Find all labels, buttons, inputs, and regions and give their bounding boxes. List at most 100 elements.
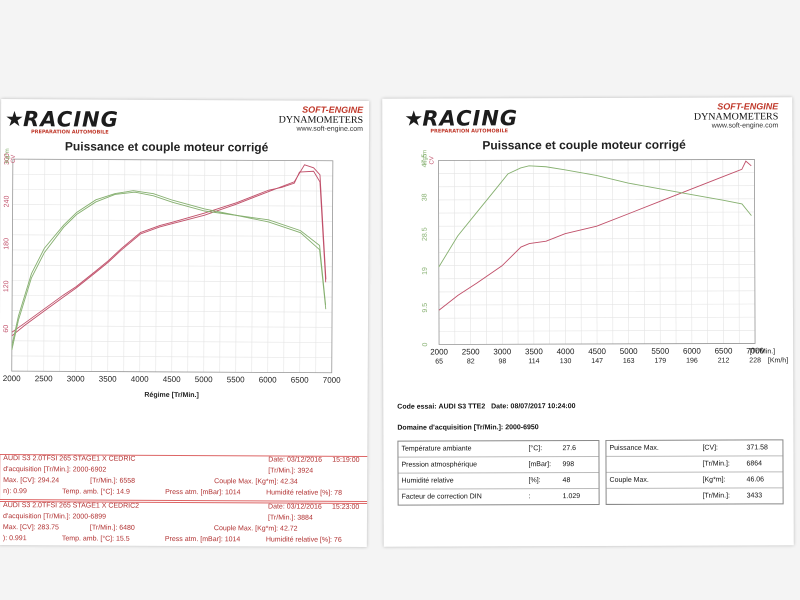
x-tick-label: 3000 — [493, 347, 511, 356]
humidity: Humidité relative [%]: 76 — [265, 536, 342, 544]
x-tick-label: 4500 — [163, 375, 181, 384]
grid-line-h — [12, 279, 333, 283]
press-atm: Press atm. [mBar]: 1014 — [164, 535, 241, 544]
y-unit-top: Kg*m — [422, 150, 428, 165]
max-power: Max. [CV]: 294.24 — [3, 477, 60, 485]
power-curve — [438, 160, 752, 311]
run-time: 15:23:00 — [332, 503, 360, 511]
y-unit-bottom: CV — [11, 155, 17, 163]
max-row: [Tr/Min.]: 6864 — [606, 456, 783, 473]
x-tick-label: 6500 — [715, 346, 733, 355]
cond-row: Facteur de correction DIN:1.029 — [401, 493, 581, 501]
left-dyno-chart: 2000 2500 3000 3500 4000 4500 5000 5500 6000 6500… — [3, 148, 341, 399]
y-tick-label: 240 — [4, 196, 11, 208]
x-tick-label: 5000 — [620, 347, 638, 356]
max-row: Couple Max. [Kg*m]: 46.06 — [606, 472, 783, 489]
grid-line-h — [12, 310, 333, 313]
plot-frame — [438, 159, 756, 345]
max-row: Puissance Max. [CV]: 371.58 — [606, 440, 783, 457]
grid-line-h — [439, 329, 756, 332]
x2-tick-label: 98 — [498, 358, 506, 365]
grid-line-h — [438, 316, 755, 319]
x-tick-label: 7000 — [746, 346, 764, 355]
x-tick-label: 6500 — [291, 376, 309, 385]
x2-unit: [Km/h] — [768, 357, 788, 364]
y-tick-label: 0 — [422, 343, 429, 347]
power-rpm: [Tr/Min.]: 6480 — [89, 524, 135, 532]
x2-tick-label: 212 — [718, 358, 730, 365]
test-code-line: Code essai: AUDI S3 TTE2 Date: 08/07/201… — [397, 403, 576, 411]
torque-curve — [11, 190, 327, 346]
x-unit: [Tr/Min.] — [750, 348, 775, 355]
grid-line-h — [438, 303, 755, 306]
y-tick-label: 38 — [422, 193, 429, 201]
y-tick-label: 60 — [3, 325, 10, 333]
x-tick-label: 5000 — [195, 375, 213, 384]
grid-line-h — [12, 173, 333, 177]
run-name: AUDI S3 2.0TFSI 265 STAGE1 X CEDRIC — [3, 455, 136, 463]
grid-line-h — [438, 251, 755, 253]
grid-line-h — [438, 264, 755, 266]
cond-row: Humidité relative [%]: 48 — [398, 472, 599, 490]
x-tick-label: 5500 — [651, 347, 669, 356]
temp-amb: Temp. amb. [°C]: 15.5 — [61, 535, 130, 543]
run-info-box-2: AUDI S3 2.0TFSI 265 STAGE1 X CEDRIC2 Dat… — [0, 501, 370, 547]
x-tick-label: 2500 — [462, 347, 480, 356]
x-tick-label: 4000 — [131, 375, 149, 384]
run-time: 15:19:00 — [332, 456, 360, 464]
x2-tick-label: 82 — [467, 358, 475, 365]
x2-tick-label: 179 — [654, 358, 666, 365]
grid-line-h — [12, 189, 333, 192]
cond-row: Température ambiante [°C]: 27.6 — [398, 440, 599, 458]
max-values-table: Puissance Max. [CV]: 371.58 [Tr/Min.]: 6864… — [605, 439, 784, 505]
run-date: Date: 03/12/2016 — [268, 503, 322, 511]
x-tick-label: 4500 — [588, 347, 606, 356]
cond-row: Pression atmosphérique [mBar]: 998 — [398, 456, 599, 474]
y-unit-top: Kg*m — [5, 148, 11, 163]
acq-range: d'acquisition [Tr/Min.]: 2000-6902 — [3, 466, 107, 474]
x2-tick-label: 147 — [591, 358, 603, 365]
grid-line-h — [12, 264, 333, 268]
grid-line-h — [438, 277, 755, 280]
right-dyno-sheet: ★RACING PREPARATION AUTOMOBILE SOFT-ENGI… — [382, 97, 794, 547]
grid-line-h — [11, 355, 332, 358]
x-tick-label: 2500 — [35, 374, 53, 383]
press-atm: Press atm. [mBar]: 1014 — [165, 488, 241, 497]
y-tick-label: 28.5 — [422, 227, 429, 241]
grid-line-h — [438, 224, 755, 227]
x-tick-label: 4000 — [557, 347, 575, 356]
power-curve — [11, 164, 327, 337]
grid-line-h — [12, 204, 333, 207]
left-dyno-sheet: ★RACING PREPARATION AUTOMOBILE SOFT-ENGI… — [0, 99, 370, 547]
grid-line-h — [11, 325, 332, 328]
x-tick-label: 2000 — [430, 347, 448, 356]
grid-line-h — [12, 234, 333, 237]
x2-tick-label: 130 — [560, 358, 572, 365]
grid-line-h — [438, 237, 755, 240]
y-unit-bottom: CV — [429, 156, 435, 164]
max-torque: Couple Max. [Kg*m]: 42.72 — [213, 525, 298, 533]
grid-line-h — [12, 219, 333, 222]
plot-frame — [11, 158, 334, 374]
grid-line-h — [438, 172, 755, 174]
max-power: Max. [CV]: 283.75 — [2, 524, 59, 532]
x-tick-label: 2000 — [3, 374, 21, 383]
x-tick-label: 6000 — [259, 375, 277, 384]
y-tick-label: 19 — [422, 267, 429, 275]
x2-tick-label: 228 — [749, 357, 761, 364]
x2-tick-label: 163 — [623, 358, 635, 365]
grid-line-h — [438, 185, 755, 188]
x2-tick-label: 196 — [686, 358, 698, 365]
x-axis-label: Régime [Tr/Min.] — [144, 392, 198, 399]
torque-rpm: [Tr/Min.]: 3924 — [268, 467, 314, 475]
max-row: [Tr/Min.]: 3433 — [702, 492, 763, 500]
x-tick-label: 3000 — [67, 374, 85, 383]
humidity: Humidité relative [%]: 78 — [266, 489, 343, 497]
grid-line-h — [438, 211, 755, 214]
torque-curve — [11, 191, 327, 350]
run-date: Date: 03/12/2016 — [268, 456, 323, 464]
right-dyno-chart: 2000 2500 3000 3500 4000 4500 5000 5500 6000 6500… — [421, 150, 788, 366]
y-tick-label: 9.5 — [422, 303, 429, 313]
x-tick-label: 3500 — [99, 375, 117, 384]
x-tick-label: 6000 — [683, 347, 701, 356]
